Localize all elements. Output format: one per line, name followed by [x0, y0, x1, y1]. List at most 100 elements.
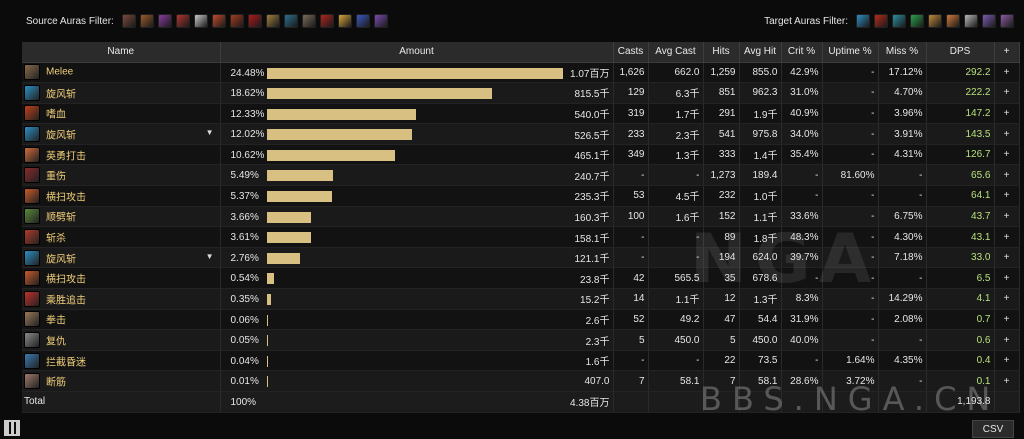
- spell-name-cell[interactable]: 乘胜追击: [22, 288, 221, 310]
- header-crit[interactable]: Crit %: [781, 42, 823, 63]
- spell-name-cell[interactable]: 拦截昏迷: [22, 350, 221, 372]
- avg-cast-cell: 1.3千: [648, 144, 704, 166]
- table-row[interactable]: 重伤 5.49% 240.7千 - -1,273 189.4-81.60% -65.6 +: [22, 164, 1020, 187]
- row-add-button[interactable]: +: [994, 288, 1020, 310]
- row-add-button[interactable]: +: [994, 247, 1020, 269]
- spell-name-cell[interactable]: 旋风斩: [22, 82, 221, 104]
- casts-cell: 5: [613, 329, 649, 351]
- spell-name: 乘胜追击: [46, 295, 86, 307]
- table-row[interactable]: 拳击 0.06% 2.6千 52 49.2 47 54.4 31.9% -2.08% 0.7 +: [22, 309, 1020, 331]
- header-name[interactable]: Name: [22, 42, 221, 63]
- melee-icon: [24, 64, 40, 81]
- header-amount[interactable]: Amount: [220, 42, 614, 63]
- expand-caret-icon[interactable]: ▼: [205, 128, 214, 138]
- amount-value: 2.6千: [585, 315, 610, 327]
- header-avg-hit[interactable]: Avg Hit: [739, 42, 782, 63]
- header-hits[interactable]: Hits: [703, 42, 740, 63]
- header-uptime[interactable]: Uptime %: [822, 42, 879, 63]
- spell-name-cell[interactable]: 重伤: [22, 164, 221, 187]
- qr-code-icon[interactable]: [4, 420, 20, 436]
- table-row[interactable]: 英勇打击 10.62% 465.1千 349 1.3千 333 1.4千 35.4% -4.31…: [22, 144, 1020, 166]
- dragon-aura-icon[interactable]: [175, 14, 190, 28]
- table-row[interactable]: 嗜血 12.33% 540.0千 319 1.7千 291 1.9千 40.9% -3.96% 1…: [22, 103, 1020, 125]
- table-row[interactable]: 旋风斩 ▼ 12.02% 526.5千 233 2.3千 541 975.8 34.0% -3.9…: [22, 123, 1020, 145]
- row-add-button[interactable]: +: [994, 103, 1020, 125]
- totem-aura-icon[interactable]: [283, 14, 298, 28]
- shield-aura-icon[interactable]: [964, 14, 978, 28]
- expand-caret-icon[interactable]: ▼: [205, 251, 214, 261]
- table-row[interactable]: 断筋 0.01% 407.0 7 58.1 7 58.1 28.6% 3.72% -0.1 +: [22, 370, 1020, 392]
- spell-name-cell[interactable]: 横扫攻击: [22, 267, 221, 290]
- avg-hit-cell: 450.0: [739, 329, 782, 351]
- book-aura-icon[interactable]: [229, 14, 244, 28]
- row-add-button[interactable]: +: [994, 309, 1020, 331]
- flag-aura-icon[interactable]: [193, 14, 208, 28]
- spell-name-cell[interactable]: 嗜血: [22, 103, 221, 125]
- poison-aura-icon[interactable]: [910, 14, 924, 28]
- table-row[interactable]: Melee 24.48% 1.07百万 1,626 662.0 1,259 855.0 42.…: [22, 62, 1020, 84]
- table-row[interactable]: 乘胜追击 0.35% 15.2千 14 1.1千 12 1.3千 8.3% -14.29% 4.1…: [22, 288, 1020, 310]
- row-add-button[interactable]: +: [994, 164, 1020, 187]
- spell-name-cell[interactable]: 横扫攻击: [22, 185, 221, 207]
- row-add-button[interactable]: +: [994, 62, 1020, 84]
- orb-aura-icon[interactable]: [355, 14, 370, 28]
- row-add-button[interactable]: +: [994, 185, 1020, 207]
- spell-name-cell[interactable]: 顺劈斩: [22, 206, 221, 228]
- dps-cell: 147.2: [926, 103, 995, 125]
- spell-name-cell[interactable]: 拳击: [22, 309, 221, 331]
- mask-aura-icon[interactable]: [139, 14, 154, 28]
- table-row[interactable]: 横扫攻击 5.37% 235.3千 53 4.5千 232 1.0千 - - -64.1 +: [22, 185, 1020, 207]
- bell-aura-icon[interactable]: [337, 14, 352, 28]
- table-row[interactable]: 横扫攻击 0.54% 23.8千 42 565.5 35 678.6- - -6.5 +: [22, 267, 1020, 290]
- vortex-aura-icon[interactable]: [856, 14, 870, 28]
- table-row[interactable]: 旋风斩 18.62% 815.5千 129 6.3千 851 962.3 31.0% -4.70…: [22, 82, 1020, 104]
- row-add-button[interactable]: +: [994, 226, 1020, 248]
- table-row[interactable]: 旋风斩 ▼ 2.76% 121.1千 - -194 624.0 39.7% -7.18% 33.0…: [22, 247, 1020, 269]
- spell-name-cell[interactable]: 斩杀: [22, 226, 221, 248]
- table-row[interactable]: 斩杀 3.61% 158.1千 - -89 1.8千 48.3% -4.30% 43.1 +: [22, 226, 1020, 248]
- spell-name-cell[interactable]: 英勇打击: [22, 144, 221, 166]
- row-add-button[interactable]: +: [994, 329, 1020, 351]
- amount-bar: [266, 170, 333, 182]
- whirl-aura-icon[interactable]: [892, 14, 906, 28]
- amount-bar: [266, 252, 300, 264]
- spell-name-cell[interactable]: 旋风斩 ▼: [22, 247, 221, 269]
- spell-name-cell[interactable]: 旋风斩 ▼: [22, 123, 221, 145]
- spell-name-cell[interactable]: 断筋: [22, 370, 221, 392]
- row-add-button[interactable]: +: [994, 206, 1020, 228]
- amount-pct: 5.49%: [230, 170, 259, 182]
- add-column-button[interactable]: +: [994, 42, 1020, 63]
- header-avg-cast[interactable]: Avg Cast: [648, 42, 704, 63]
- void-aura-icon[interactable]: [982, 14, 996, 28]
- amount-value: 15.2千: [580, 295, 610, 307]
- table-row[interactable]: 顺劈斩 3.66% 160.3千 100 1.6千 152 1.1千 33.6% -6.75% 4…: [22, 206, 1020, 228]
- spirit-aura-icon[interactable]: [373, 14, 388, 28]
- axe-aura-icon[interactable]: [301, 14, 316, 28]
- row-add-button[interactable]: +: [994, 370, 1020, 392]
- fist-aura-icon[interactable]: [211, 14, 226, 28]
- cleave-aura-icon[interactable]: [1000, 14, 1014, 28]
- header-dps[interactable]: DPS: [926, 42, 995, 63]
- crit-cell: 31.9%: [781, 309, 823, 331]
- demon-aura-icon[interactable]: [157, 14, 172, 28]
- burn-aura-icon[interactable]: [946, 14, 960, 28]
- row-add-button[interactable]: +: [994, 123, 1020, 145]
- spell-name: 拦截昏迷: [46, 357, 86, 369]
- slash-aura-icon[interactable]: [247, 14, 262, 28]
- header-miss[interactable]: Miss %: [878, 42, 927, 63]
- strike-aura-icon[interactable]: [928, 14, 942, 28]
- csv-export-button[interactable]: CSV: [972, 420, 1014, 438]
- table-row[interactable]: 复仇 0.05% 2.3千 5 450.0 5 450.0 40.0% - -0.6 +: [22, 329, 1020, 351]
- row-add-button[interactable]: +: [994, 350, 1020, 372]
- row-add-button[interactable]: +: [994, 267, 1020, 290]
- row-add-button[interactable]: +: [994, 82, 1020, 104]
- table-row[interactable]: 拦截昏迷 0.04% 1.6千 - -22 73.5-1.64% 4.35% 0.4 +: [22, 350, 1020, 372]
- blood-aura-icon[interactable]: [319, 14, 334, 28]
- row-add-button[interactable]: +: [994, 144, 1020, 166]
- spell-name-cell[interactable]: 复仇: [22, 329, 221, 351]
- claw-aura-icon[interactable]: [121, 14, 136, 28]
- spell-name-cell[interactable]: Melee: [22, 62, 221, 84]
- rage-aura-icon[interactable]: [874, 14, 888, 28]
- rune-aura-icon[interactable]: [265, 14, 280, 28]
- header-casts[interactable]: Casts: [613, 42, 649, 63]
